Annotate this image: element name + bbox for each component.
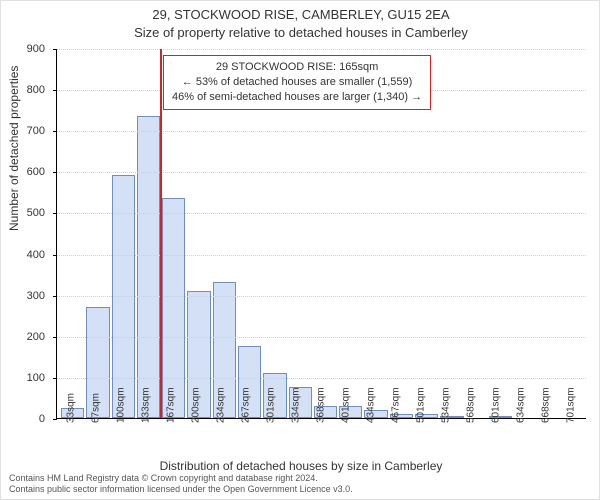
histogram-bar bbox=[162, 198, 185, 418]
x-tick: 401sqm bbox=[333, 419, 358, 459]
y-tickmark bbox=[53, 378, 57, 379]
annotation-line-2: ← 53% of detached houses are smaller (1,… bbox=[172, 75, 422, 90]
histogram-bar bbox=[137, 116, 160, 418]
x-tick-label: 368sqm bbox=[316, 387, 327, 423]
x-tick-label: 568sqm bbox=[465, 387, 476, 423]
x-tick: 200sqm bbox=[184, 419, 209, 459]
annotation-line-1: 29 STOCKWOOD RISE: 165sqm bbox=[172, 60, 422, 75]
x-tick: 67sqm bbox=[84, 419, 109, 459]
x-tick-label: 534sqm bbox=[440, 387, 451, 423]
x-tick: 568sqm bbox=[458, 419, 483, 459]
x-tick: 368sqm bbox=[309, 419, 334, 459]
y-tick-label: 800 bbox=[27, 84, 45, 96]
y-tick-label: 500 bbox=[27, 207, 45, 219]
x-tick-label: 67sqm bbox=[91, 393, 102, 423]
y-tick-label: 400 bbox=[27, 249, 45, 261]
x-tick-label: 434sqm bbox=[365, 387, 376, 423]
x-tick: 434sqm bbox=[358, 419, 383, 459]
x-tick: 167sqm bbox=[159, 419, 184, 459]
x-tick-label: 267sqm bbox=[241, 387, 252, 423]
y-tick-column: 0100200300400500600700800900 bbox=[1, 49, 51, 419]
attribution-footer: Contains HM Land Registry data © Crown c… bbox=[9, 473, 353, 495]
x-tick-label: 401sqm bbox=[340, 387, 351, 423]
y-tick-label: 0 bbox=[39, 413, 45, 425]
x-tick-label: 634sqm bbox=[515, 387, 526, 423]
x-tick-label: 601sqm bbox=[490, 387, 501, 423]
x-tick-label: 100sqm bbox=[116, 387, 127, 423]
y-tickmark bbox=[53, 172, 57, 173]
annotation-line-3: 46% of semi-detached houses are larger (… bbox=[172, 90, 422, 105]
x-tick: 534sqm bbox=[433, 419, 458, 459]
x-tick: 634sqm bbox=[508, 419, 533, 459]
y-tickmark bbox=[53, 90, 57, 91]
y-tick-label: 900 bbox=[27, 43, 45, 55]
x-tick: 267sqm bbox=[234, 419, 259, 459]
y-tickmark bbox=[53, 131, 57, 132]
x-tick-label: 33sqm bbox=[66, 393, 77, 423]
x-tick-label: 234sqm bbox=[216, 387, 227, 423]
x-tick: 334sqm bbox=[284, 419, 309, 459]
y-tickmark bbox=[53, 337, 57, 338]
x-tick-label: 301sqm bbox=[266, 387, 277, 423]
chart-subtitle: Size of property relative to detached ho… bbox=[1, 25, 600, 40]
x-tick-label: 467sqm bbox=[390, 387, 401, 423]
y-tickmark bbox=[53, 213, 57, 214]
y-tick-label: 300 bbox=[27, 290, 45, 302]
chart-plot-area: 29 STOCKWOOD RISE: 165sqm ← 53% of detac… bbox=[56, 49, 586, 419]
histogram-bar bbox=[112, 175, 135, 418]
x-tick: 234sqm bbox=[209, 419, 234, 459]
y-tick-label: 700 bbox=[27, 125, 45, 137]
x-axis-label: Distribution of detached houses by size … bbox=[1, 459, 600, 473]
x-tick: 501sqm bbox=[408, 419, 433, 459]
x-tick: 33sqm bbox=[59, 419, 84, 459]
property-annotation-box: 29 STOCKWOOD RISE: 165sqm ← 53% of detac… bbox=[163, 55, 431, 110]
x-tick: 133sqm bbox=[134, 419, 159, 459]
y-tick-label: 600 bbox=[27, 166, 45, 178]
footer-line-1: Contains HM Land Registry data © Crown c… bbox=[9, 473, 353, 484]
x-tick: 301sqm bbox=[259, 419, 284, 459]
y-tick-label: 100 bbox=[27, 372, 45, 384]
y-tickmark bbox=[53, 296, 57, 297]
x-tick: 467sqm bbox=[383, 419, 408, 459]
y-tickmark bbox=[53, 255, 57, 256]
y-tickmark bbox=[53, 49, 57, 50]
x-tick: 100sqm bbox=[109, 419, 134, 459]
x-tick: 668sqm bbox=[533, 419, 558, 459]
x-tick-label: 133sqm bbox=[141, 387, 152, 423]
x-tick-label: 334sqm bbox=[291, 387, 302, 423]
x-tick: 701sqm bbox=[558, 419, 583, 459]
footer-line-2: Contains public sector information licen… bbox=[9, 484, 353, 495]
x-tick-label: 501sqm bbox=[415, 387, 426, 423]
x-tick-label: 200sqm bbox=[191, 387, 202, 423]
y-tick-label: 200 bbox=[27, 331, 45, 343]
chart-address-title: 29, STOCKWOOD RISE, CAMBERLEY, GU15 2EA bbox=[1, 7, 600, 22]
x-tick-label: 167sqm bbox=[166, 387, 177, 423]
x-tick-label: 668sqm bbox=[540, 387, 551, 423]
x-tick-row: 33sqm67sqm100sqm133sqm167sqm200sqm234sqm… bbox=[56, 419, 586, 459]
x-tick-label: 701sqm bbox=[565, 387, 576, 423]
x-tick: 601sqm bbox=[483, 419, 508, 459]
